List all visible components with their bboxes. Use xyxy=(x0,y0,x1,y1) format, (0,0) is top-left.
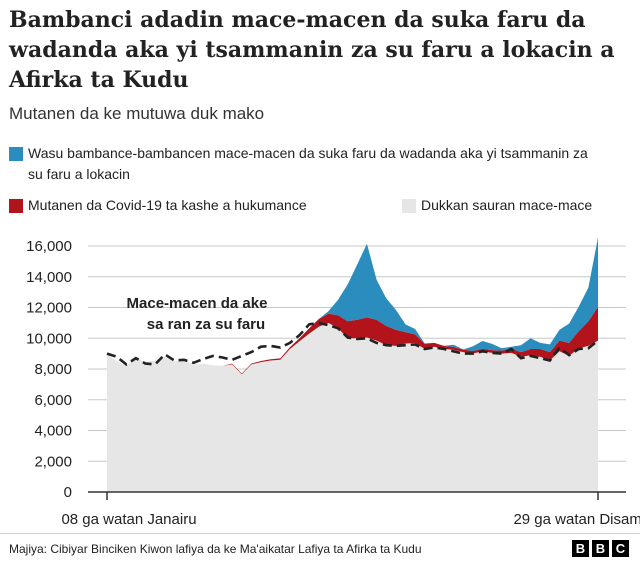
legend-label-covid: Mutanen da Covid-19 ta kashe a hukumance xyxy=(28,197,307,213)
chart-subtitle: Mutanen da ke mutuwa duk mako xyxy=(9,104,265,123)
legend-label-recorded: Dukkan sauran mace-mace xyxy=(421,197,593,213)
area-other-deaths xyxy=(107,322,598,492)
chart-title: Bambanci adadin mace-macen da suka faru … xyxy=(9,7,615,93)
bbc-logo-letter: B xyxy=(572,540,589,557)
legend-swatch-recorded xyxy=(402,199,416,213)
chart-area: 0 2,000 4,000 6,000 8,000 10,000 12,000 14,000 1… xyxy=(26,237,640,528)
y-tick-label: 12,000 xyxy=(26,300,72,317)
bbc-logo-letter: B xyxy=(592,540,609,557)
annotation-line1: Mace-macen da ake xyxy=(127,295,268,312)
y-tick-label: 0 xyxy=(64,484,72,501)
y-tick-label: 16,000 xyxy=(26,238,72,255)
y-tick-label: 8,000 xyxy=(34,361,72,378)
footer-divider xyxy=(0,533,640,534)
legend-swatch-covid xyxy=(9,199,23,213)
area-excess-deaths xyxy=(107,237,598,374)
legend-swatch-excess xyxy=(9,147,23,161)
y-tick-label: 4,000 xyxy=(34,423,72,440)
source-note: Majiya: Cibiyar Binciken Kiwon lafiya da… xyxy=(9,542,422,556)
legend-label-excess: Wasu bambance-bambancen mace-macen da su… xyxy=(28,145,588,182)
x-tick-label: 29 ga watan Disamba xyxy=(513,511,640,528)
y-tick-label: 6,000 xyxy=(34,392,72,409)
y-tick-label: 10,000 xyxy=(26,330,72,347)
annotation-line2: sa ran za su faru xyxy=(147,316,265,333)
bbc-logo-letter: C xyxy=(612,540,629,557)
bbc-logo: B B C xyxy=(572,540,629,557)
y-tick-label: 2,000 xyxy=(34,453,72,470)
y-tick-label: 14,000 xyxy=(26,269,72,286)
x-tick-label: 08 ga watan Janairu xyxy=(61,511,196,528)
